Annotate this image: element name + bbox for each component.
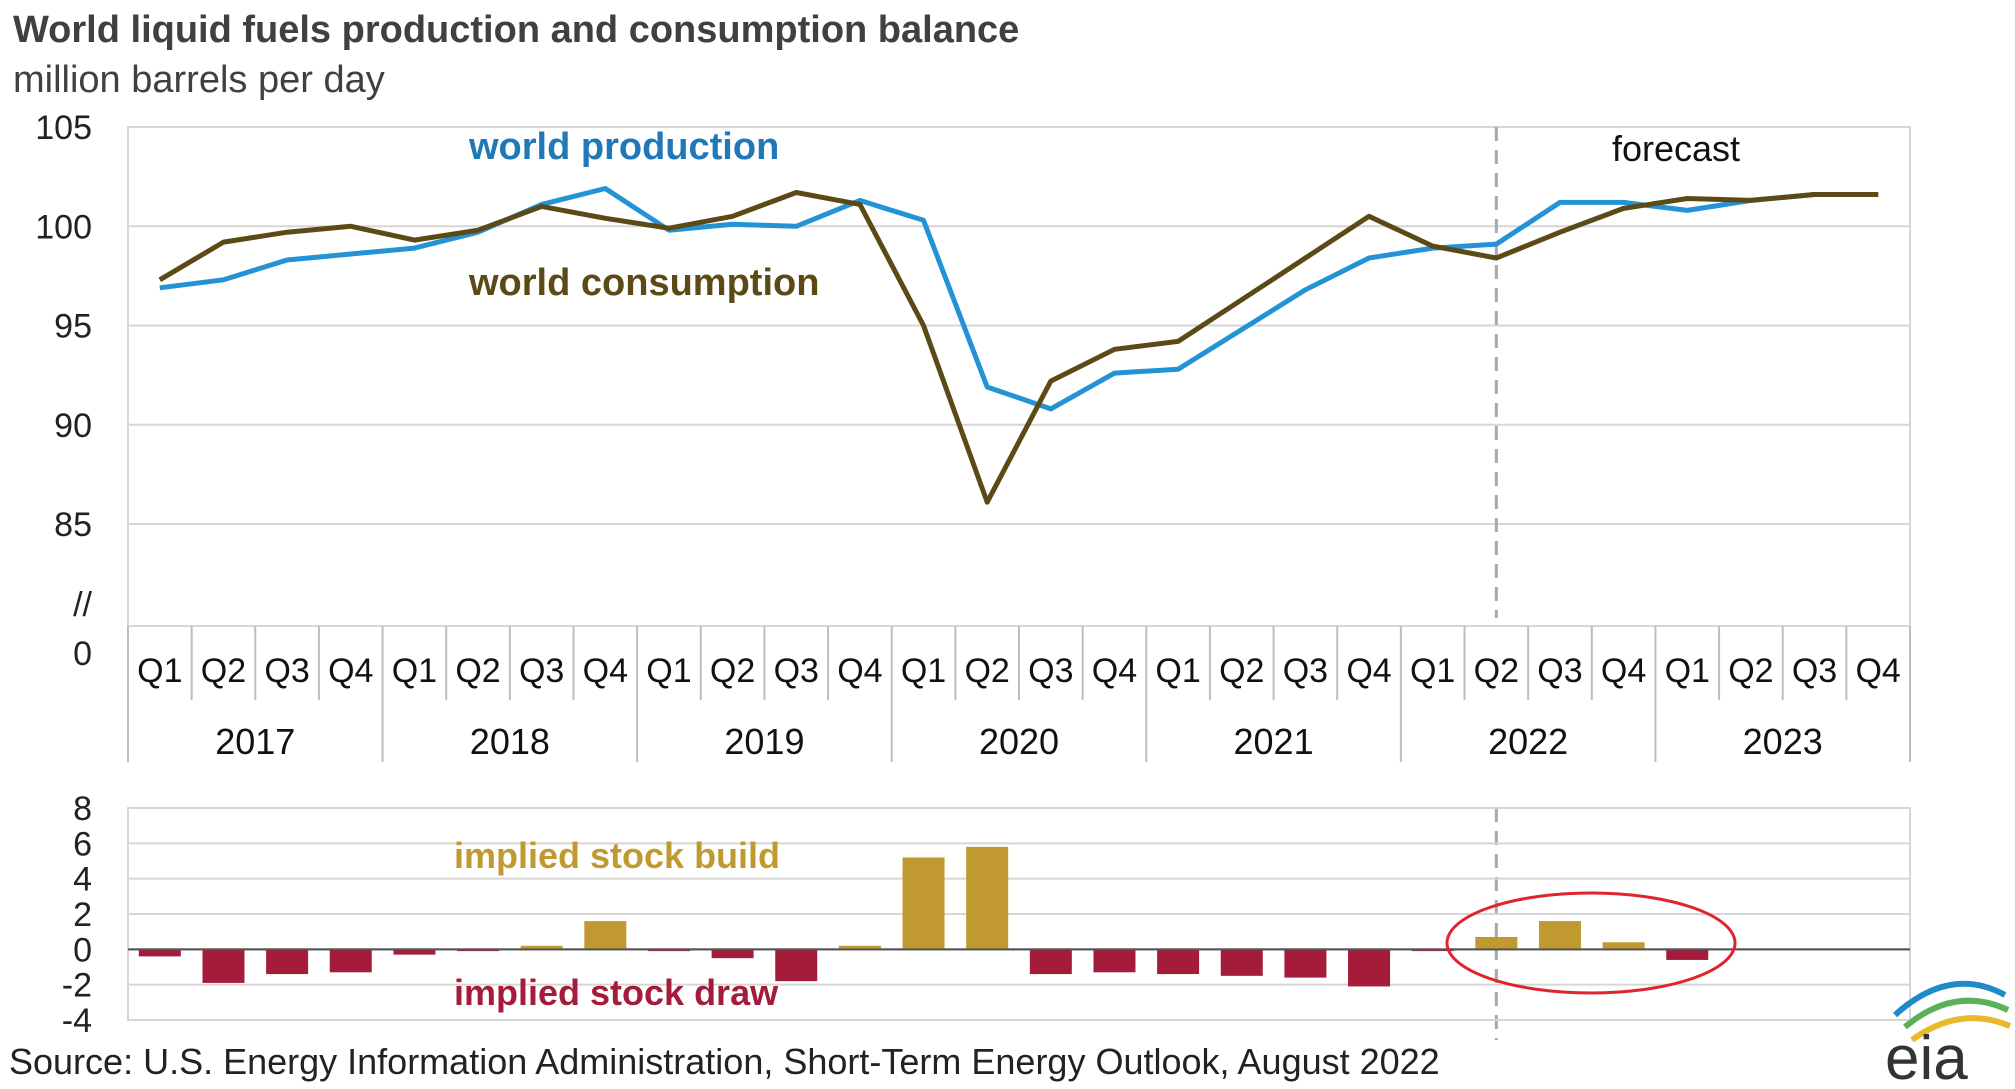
- x-tick-label: Q1: [646, 652, 691, 690]
- bar-series-group: [128, 846, 1910, 987]
- year-label: 2018: [470, 721, 550, 762]
- stock-draw-bar: [202, 949, 245, 983]
- x-tick-label: Q4: [837, 652, 882, 690]
- chart-title: World liquid fuels production and consum…: [13, 9, 1019, 51]
- x-tick-label: Q2: [710, 652, 755, 690]
- x-tick-label: Q3: [519, 652, 564, 690]
- legend-world-consumption: world consumption: [468, 262, 819, 304]
- x-tick-label: Q3: [1028, 652, 1073, 690]
- stock-build-bar: [902, 857, 945, 950]
- plot-frame: [127, 126, 1911, 627]
- y-tick-label: 6: [73, 825, 92, 863]
- x-tick-label: Q3: [1537, 652, 1582, 690]
- x-tick-label: Q4: [328, 652, 373, 690]
- stock-draw-bar: [1157, 949, 1200, 975]
- line-series-group: [158, 186, 1879, 505]
- y-tick-label: 100: [35, 208, 92, 246]
- implied-stock-build-label: implied stock build: [454, 835, 780, 876]
- y-zero-label: 0: [73, 635, 92, 673]
- line-chart-grid: [128, 126, 1910, 525]
- stock-draw-bar: [1284, 949, 1327, 978]
- year-label: 2020: [979, 721, 1059, 762]
- x-tick-label: Q1: [901, 652, 946, 690]
- y-tick-label: -2: [62, 967, 92, 1005]
- stock-draw-bar: [1348, 949, 1391, 987]
- x-tick-label: Q4: [583, 652, 628, 690]
- x-tick-label: Q2: [201, 652, 246, 690]
- stock-draw-bar: [775, 949, 818, 982]
- stock-draw-bar: [138, 949, 181, 957]
- line-chart-plot-area: [127, 126, 1911, 627]
- year-label: 2023: [1743, 721, 1823, 762]
- x-tick-label: Q2: [455, 652, 500, 690]
- stock-draw-bar: [711, 949, 754, 959]
- y-tick-label: 85: [54, 506, 92, 544]
- stock-build-bar: [584, 921, 627, 950]
- eia-logo: eia: [1885, 980, 2012, 1089]
- year-label: 2021: [1234, 721, 1314, 762]
- y-tick-label: 8: [73, 790, 92, 828]
- axis-break-label: //: [73, 586, 92, 624]
- y-tick-label: 90: [54, 407, 92, 445]
- x-tick-label: Q4: [1346, 652, 1391, 690]
- y-tick-label: 95: [54, 308, 92, 346]
- stock-draw-bar: [1093, 949, 1136, 973]
- x-tick-label: Q3: [774, 652, 819, 690]
- y-tick-label: 4: [73, 861, 92, 899]
- stock-draw-bar: [1666, 949, 1709, 960]
- x-tick-label: Q2: [1474, 652, 1519, 690]
- x-tick-label: Q3: [1283, 652, 1328, 690]
- x-tick-label: Q2: [1728, 652, 1773, 690]
- implied-stock-draw-label: implied stock draw: [454, 972, 779, 1013]
- world-production-line: [159, 186, 1879, 412]
- eia-logo-text: eia: [1885, 1024, 1968, 1089]
- stock-build-bar: [1475, 936, 1518, 950]
- stock-draw-bar: [266, 949, 309, 975]
- stock-build-bar: [1602, 942, 1645, 950]
- x-tick-label: Q1: [392, 652, 437, 690]
- stock-draw-bar: [1220, 949, 1263, 976]
- legend-world-production: world production: [468, 126, 779, 168]
- x-tick-label: Q2: [964, 652, 1009, 690]
- y-tick-label: 0: [73, 931, 92, 969]
- stock-build-bar: [1538, 921, 1581, 950]
- stock-draw-bar: [393, 949, 436, 955]
- x-axis: Q1 Q2 Q3 Q4 Q1 Q2 Q3 Q4 Q1 Q2 Q3 Q4 Q1 Q2 Q3 Q4 Q1 Q2 Q3 Q4…: [127, 626, 1911, 762]
- year-label: 2019: [724, 721, 804, 762]
- x-tick-label: Q1: [1410, 652, 1455, 690]
- x-tick-label: Q3: [1792, 652, 1837, 690]
- x-tick-label: Q3: [264, 652, 309, 690]
- x-tick-label: Q4: [1601, 652, 1646, 690]
- year-label: 2017: [215, 721, 295, 762]
- x-tick-label: Q4: [1855, 652, 1900, 690]
- world-consumption-line: [158, 190, 1879, 505]
- x-tick-label: Q2: [1219, 652, 1264, 690]
- stock-draw-bar: [1029, 949, 1072, 975]
- stock-build-bar: [520, 945, 563, 950]
- highlight-ellipse: [1445, 891, 1737, 995]
- stock-draw-bar: [329, 949, 372, 973]
- x-tick-label: Q1: [137, 652, 182, 690]
- year-label: 2022: [1488, 721, 1568, 762]
- bar-chart-grid: [127, 807, 1911, 1021]
- chart-subtitle: million barrels per day: [13, 59, 385, 101]
- stock-build-bar: [966, 846, 1009, 950]
- source-note: Source: U.S. Energy Information Administ…: [9, 1041, 1440, 1082]
- x-tick-label: Q1: [1155, 652, 1200, 690]
- x-tick-label: Q1: [1665, 652, 1710, 690]
- bar-plot-frame: [127, 807, 1911, 1021]
- y-tick-label: 105: [35, 109, 92, 147]
- x-tick-label: Q4: [1092, 652, 1137, 690]
- y-tick-label: -4: [62, 1002, 92, 1040]
- line-chart-y-axis: 105 100 95 90 85: [35, 109, 92, 544]
- y-tick-label: 2: [73, 896, 92, 934]
- forecast-label: forecast: [1612, 128, 1740, 169]
- stock-build-bar: [838, 945, 881, 950]
